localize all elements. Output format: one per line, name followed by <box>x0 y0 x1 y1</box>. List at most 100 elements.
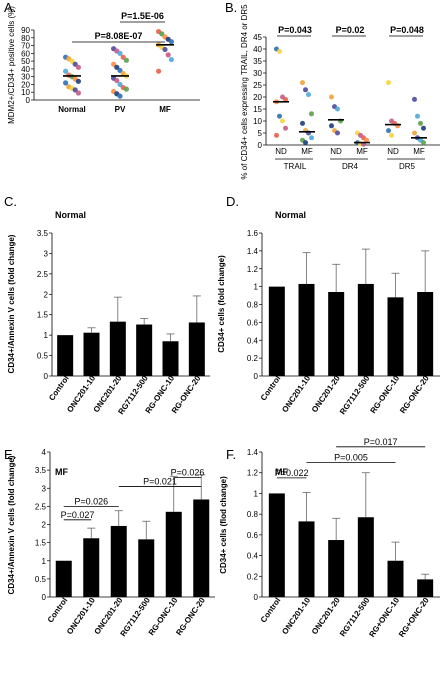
data-point <box>274 132 279 138</box>
data-point <box>117 67 123 74</box>
x-category-label: Control <box>259 374 283 402</box>
data-point <box>114 64 120 70</box>
data-point <box>75 78 81 84</box>
y-tick-label: 2 <box>44 290 49 299</box>
panel-label: E. <box>4 447 16 462</box>
y-tick-label: 1.5 <box>35 539 47 548</box>
x-category-label: RG-ONC-20 <box>398 374 431 416</box>
data-point <box>63 68 69 74</box>
bar <box>193 499 210 597</box>
data-point <box>75 64 81 70</box>
p-value-label: P=0.043 <box>278 25 312 35</box>
x-category-label: Normal <box>58 105 86 114</box>
data-point <box>123 86 129 92</box>
y-tick-label: 1 <box>254 283 259 292</box>
bar <box>110 525 127 597</box>
y-axis-title: % of CD34+ cells expressing TRAIL, DR4 o… <box>240 4 249 180</box>
chart-title: Normal <box>275 210 306 220</box>
y-axis-title: CD34+/Annexin V cells (fold change) <box>7 234 16 373</box>
p-value-label: P=0.005 <box>334 452 368 462</box>
y-axis-title: MDM2+/CD34+ positive cells (%) <box>7 6 16 124</box>
bar <box>298 283 315 376</box>
y-tick-label: 3 <box>42 484 47 493</box>
bar <box>162 341 179 376</box>
y-tick-label: 1.2 <box>247 469 259 478</box>
data-point <box>120 54 126 60</box>
data-point <box>309 111 314 117</box>
x-group-label: TRAIL <box>284 162 307 171</box>
bar <box>328 291 345 376</box>
data-point <box>168 56 174 63</box>
x-subgroup-label: ND <box>275 147 287 156</box>
y-tick-label: 50 <box>21 57 30 66</box>
bar <box>188 322 205 376</box>
y-tick-label: 1.2 <box>247 265 259 274</box>
x-category-label: RG+ONC-20 <box>397 596 431 639</box>
y-tick-label: 4 <box>42 448 47 457</box>
y-tick-label: 1.4 <box>247 247 259 256</box>
data-point <box>329 94 334 100</box>
y-tick-label: 3 <box>44 249 49 258</box>
data-point <box>117 93 123 99</box>
y-tick-label: 25 <box>253 81 262 90</box>
y-tick-label: 0.4 <box>247 552 259 561</box>
x-group-label: DR4 <box>342 162 359 171</box>
data-point <box>277 48 282 54</box>
y-tick-label: 60 <box>21 49 30 58</box>
x-subgroup-label: MF <box>356 147 368 156</box>
data-point <box>421 125 426 131</box>
x-subgroup-label: MF <box>301 147 313 156</box>
chart-title: Normal <box>55 210 86 220</box>
panel-f: F. MF 0 0.2 0.4 0.6 0.8 1 1.2 1.4 ControlONC201-10… <box>219 437 440 639</box>
data-point <box>72 87 78 93</box>
x-subgroup-label: MF <box>413 147 425 156</box>
y-tick-label: 40 <box>253 45 262 54</box>
x-category-label: RG-ONC-10 <box>369 374 402 416</box>
y-tick-label: 1.4 <box>247 448 259 457</box>
data-point <box>283 125 288 131</box>
x-category-label: RG+ONC-10 <box>367 596 401 639</box>
y-tick-label: 30 <box>21 73 30 82</box>
data-point <box>63 80 69 86</box>
panel-c: C.Normal00.511.522.533.5ControlONC201-10… <box>4 194 210 416</box>
data-point <box>69 58 75 64</box>
y-tick-label: 35 <box>253 57 262 66</box>
data-point <box>329 123 334 129</box>
y-tick-label: 5 <box>258 129 263 138</box>
y-tick-label: 0 <box>42 593 47 602</box>
y-tick-label: 1.5 <box>37 311 49 320</box>
y-tick-label: 1 <box>44 331 49 340</box>
data-point <box>156 68 162 74</box>
p-value-label: P=0.027 <box>61 510 95 520</box>
x-category-label: PV <box>115 105 126 114</box>
x-subgroup-label: ND <box>387 147 399 156</box>
bar <box>268 493 285 597</box>
data-point <box>389 132 394 138</box>
panel-label: C. <box>4 194 17 209</box>
x-category-label: RG-ONC-20 <box>174 596 207 638</box>
p-value-label: P=0.017 <box>364 437 398 447</box>
y-tick-label: 1 <box>42 557 47 566</box>
data-point <box>162 46 168 53</box>
bar <box>83 538 100 597</box>
y-tick-label: 10 <box>253 117 262 126</box>
y-tick-label: 0.8 <box>247 301 259 310</box>
data-point <box>421 140 426 146</box>
y-tick-label: 90 <box>21 26 30 35</box>
x-category-label: ONC201-20 <box>310 374 342 415</box>
data-point <box>415 113 420 119</box>
bar <box>109 321 126 376</box>
data-point <box>159 31 165 37</box>
data-point <box>165 52 171 58</box>
panel-label: D. <box>226 194 239 209</box>
y-tick-label: 3.5 <box>37 229 49 238</box>
p-value-label: P=1.5E-06 <box>121 11 164 21</box>
bar <box>298 521 315 597</box>
y-tick-label: 0 <box>258 141 263 150</box>
y-tick-label: 45 <box>253 33 262 42</box>
data-point <box>412 130 417 136</box>
y-tick-label: 80 <box>21 34 30 43</box>
y-tick-label: 1 <box>254 489 259 498</box>
y-tick-label: 15 <box>253 105 262 114</box>
